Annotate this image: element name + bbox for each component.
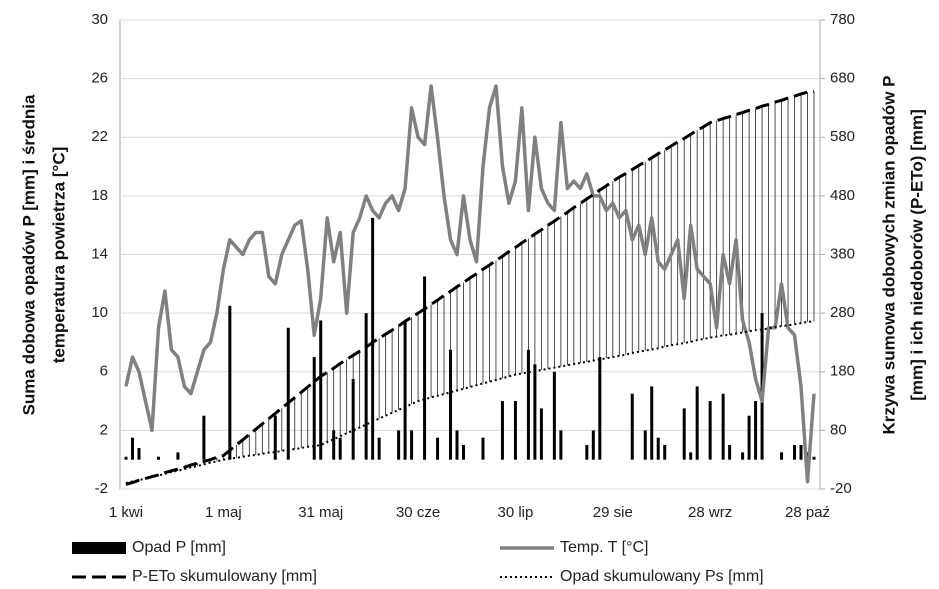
y-tick-label: 18: [91, 187, 108, 204]
bar: [228, 305, 232, 460]
bar: [462, 445, 466, 460]
bar: [319, 320, 323, 460]
y2-tick-label: -20: [830, 480, 852, 497]
bar: [410, 430, 414, 460]
bar: [793, 445, 797, 460]
bar: [526, 349, 530, 460]
x-tick-label: 29 sie: [593, 504, 633, 521]
bar: [364, 313, 368, 460]
bar: [682, 408, 686, 460]
bar: [663, 445, 667, 460]
bar: [689, 452, 693, 460]
line: [125, 90, 815, 486]
x-tick-label: 30 cze: [396, 504, 440, 521]
bar: [286, 327, 290, 460]
y-tick-label: 26: [91, 70, 108, 87]
bar: [656, 437, 660, 460]
legend-label: Opad skumulowany Ps [mm]: [560, 568, 764, 585]
bar: [351, 379, 355, 460]
bar: [533, 364, 537, 460]
bar: [747, 415, 751, 460]
bar: [780, 452, 784, 460]
bar: [721, 393, 725, 460]
bar: [338, 437, 342, 460]
y-tick-label: 2: [100, 421, 108, 438]
y-tick-label: 6: [100, 363, 108, 380]
bar: [371, 217, 375, 460]
bar: [630, 393, 634, 460]
legend-label: P-ETo skumulowany [mm]: [132, 568, 317, 585]
bar: [156, 456, 160, 460]
bar: [176, 452, 180, 460]
y2-tick-label: 480: [830, 187, 855, 204]
y2-tick-label: 80: [830, 421, 847, 438]
bar: [708, 401, 712, 460]
bar: [403, 320, 407, 460]
bar: [332, 430, 336, 460]
bar: [585, 445, 589, 460]
y-axis-title: Suma dobowa opadów P [mm] i średnia: [19, 94, 38, 415]
legend-label: Temp. T [°C]: [560, 539, 649, 556]
bar: [806, 452, 810, 460]
line: [124, 84, 816, 484]
legend-swatch: [72, 542, 126, 554]
bar: [728, 445, 732, 460]
bar: [559, 430, 563, 460]
bar: [500, 401, 504, 460]
y-tick-label: 30: [91, 11, 108, 28]
bar: [812, 456, 816, 460]
bar: [137, 447, 141, 460]
x-tick-label: 30 lip: [498, 504, 534, 521]
bar: [799, 445, 803, 460]
x-tick-label: 28 paź: [785, 504, 830, 521]
y-tick-label: 10: [91, 304, 108, 321]
bar: [754, 401, 758, 460]
bar: [741, 452, 745, 460]
y2-tick-label: 680: [830, 70, 855, 87]
bar: [124, 456, 128, 460]
x-tick-label: 31 maj: [298, 504, 343, 521]
bar: [423, 276, 427, 460]
bar: [695, 386, 699, 460]
x-tick-label: 28 wrz: [688, 504, 732, 521]
x-tick-label: 1 maj: [205, 504, 242, 521]
x-tick-label: 1 kwi: [109, 504, 143, 521]
y2-tick-label: 580: [830, 128, 855, 145]
bar: [436, 437, 440, 460]
bar: [377, 437, 381, 460]
bar: [591, 430, 595, 460]
bar: [513, 401, 517, 460]
bar: [312, 357, 316, 460]
y-tick-label: -2: [95, 480, 108, 497]
y2-tick-label: 280: [830, 304, 855, 321]
bar: [273, 415, 277, 460]
bar: [481, 437, 485, 460]
y2-tick-label: 380: [830, 245, 855, 262]
y2-axis-title: [mm] i ich niedoborów (P-ETo) [mm]: [907, 109, 926, 401]
bar: [449, 349, 453, 460]
bar: [552, 371, 556, 460]
y-axis-title: temperatura powietrza [°C]: [49, 147, 68, 364]
y2-tick-label: 780: [830, 11, 855, 28]
bar: [397, 430, 401, 460]
y2-tick-label: 180: [830, 363, 855, 380]
bar: [539, 408, 543, 460]
legend-label: Opad P [mm]: [132, 539, 226, 556]
y-tick-label: 14: [91, 245, 108, 262]
bar: [598, 357, 602, 460]
bar: [643, 430, 647, 460]
bar: [202, 415, 206, 460]
y2-axis-title: Krzywa sumowa dobowych zmian opadów P: [879, 76, 898, 435]
bar: [455, 430, 459, 460]
y-tick-label: 22: [91, 128, 108, 145]
bar: [650, 386, 654, 460]
bar: [130, 437, 134, 460]
